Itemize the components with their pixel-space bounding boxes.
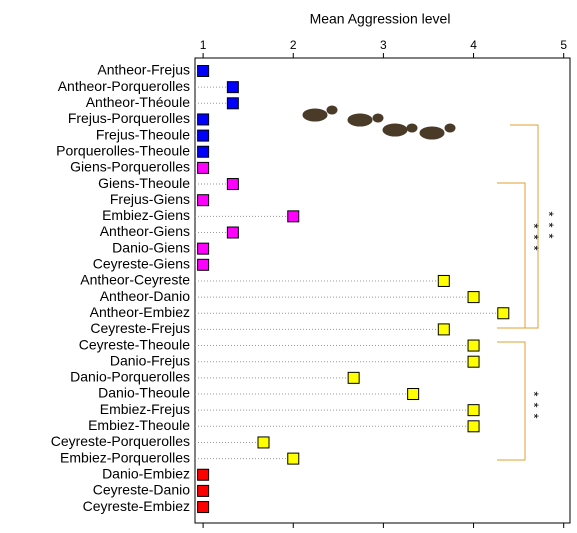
x-tick-label: 4 <box>470 38 477 52</box>
x-tick-label: 3 <box>380 38 387 52</box>
category-label: Frejus-Giens <box>110 191 190 207</box>
category-label: Embiez-Giens <box>102 207 190 223</box>
marker <box>227 98 238 109</box>
axis-title: Mean Aggression level <box>310 11 451 27</box>
marker <box>408 389 419 400</box>
marker <box>227 227 238 238</box>
marker <box>227 179 238 190</box>
category-label: Ceyreste-Giens <box>93 256 190 272</box>
x-tick-label: 2 <box>290 38 297 52</box>
marker <box>198 195 209 206</box>
category-label: Giens-Theoule <box>98 175 190 191</box>
category-label: Antheor-Théoule <box>86 94 191 110</box>
category-label: Embiez-Theoule <box>88 417 190 433</box>
category-label: Embiez-Frejus <box>100 401 190 417</box>
category-label: Ceyreste-Danio <box>93 482 190 498</box>
marker <box>198 162 209 173</box>
x-tick-label: 1 <box>200 38 207 52</box>
category-label: Frejus-Theoule <box>96 126 190 142</box>
marker <box>468 405 479 416</box>
category-label: Antheor-Frejus <box>97 62 190 78</box>
category-label: Porquerolles-Theoule <box>56 142 190 158</box>
marker <box>348 372 359 383</box>
marker <box>198 130 209 141</box>
category-label: Frejus-Porquerolles <box>68 110 190 126</box>
category-label: Ceyreste-Frejus <box>90 320 190 336</box>
chart: Mean Aggression level 1 2 3 4 5 Antheor-Freju… <box>0 0 577 533</box>
marker <box>198 259 209 270</box>
category-label: Ceyreste-Embiez <box>83 498 190 514</box>
category-label: Danio-Theoule <box>98 385 190 401</box>
marker <box>198 502 209 513</box>
category-label: Ceyreste-Theoule <box>79 336 190 352</box>
marker <box>227 82 238 93</box>
significance-label: *** <box>527 391 542 424</box>
category-label: Danio-Embiez <box>102 465 190 481</box>
category-label: Ceyreste-Porquerolles <box>51 433 190 449</box>
marker <box>198 66 209 77</box>
category-label: Antheor-Ceyreste <box>80 272 190 288</box>
x-tick-label: 5 <box>560 38 567 52</box>
marker <box>498 308 509 319</box>
significance-label: *** <box>542 211 557 244</box>
category-label: Danio-Porquerolles <box>70 369 190 385</box>
marker <box>198 114 209 125</box>
significance-label: *** <box>527 223 542 256</box>
marker <box>438 324 449 335</box>
page: Mean Aggression level 1 2 3 4 5 Antheor-Freju… <box>0 0 577 533</box>
category-label: Antheor-Danio <box>100 288 190 304</box>
marker <box>198 146 209 157</box>
marker <box>198 469 209 480</box>
marker <box>288 211 299 222</box>
marker <box>288 453 299 464</box>
category-label: Danio-Frejus <box>110 352 190 368</box>
marker <box>198 485 209 496</box>
category-label: Antheor-Porquerolles <box>58 78 190 94</box>
marker <box>468 356 479 367</box>
marker <box>468 340 479 351</box>
category-label: Antheor-Giens <box>100 223 190 239</box>
marker <box>468 292 479 303</box>
marker <box>438 275 449 286</box>
category-label: Embiez-Porquerolles <box>60 449 190 465</box>
marker <box>468 421 479 432</box>
marker <box>198 243 209 254</box>
category-label: Antheor-Embiez <box>90 304 190 320</box>
category-label: Danio-Giens <box>112 239 190 255</box>
marker <box>258 437 269 448</box>
category-label: Giens-Porquerolles <box>70 159 190 175</box>
